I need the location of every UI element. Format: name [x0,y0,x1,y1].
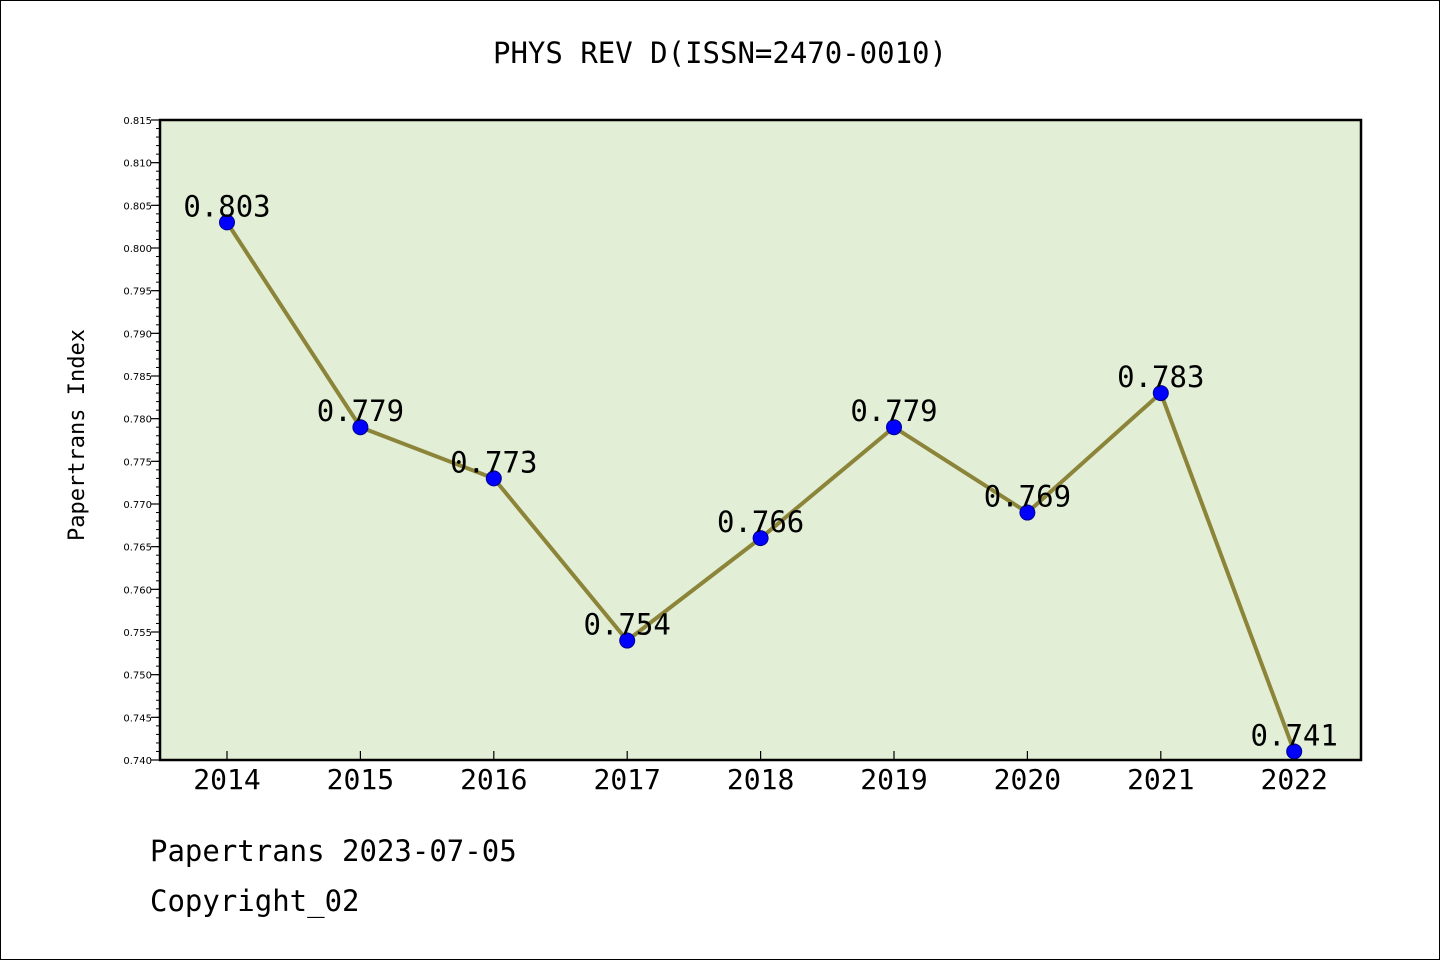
x-tick-label: 2015 [327,763,394,796]
data-label: 0.773 [450,445,537,479]
data-point [752,530,769,547]
chart-title: PHYS REV D(ISSN=2470-0010) [493,36,947,70]
y-tick-label: 0.765 [123,543,152,554]
data-label: 0.779 [317,394,404,428]
x-tick-label: 2017 [593,763,660,796]
y-tick-label: 0.800 [123,244,152,255]
y-tick-label: 0.780 [123,415,152,426]
footer-copyright: Copyright_02 [150,884,360,918]
x-tick-group: 2014 2015 2016 2017 2018 2019 2020 2021 2022 [193,751,1328,796]
y-axis-label: Papertrans Index [65,329,90,541]
data-label-group: 0.803 0.779 0.773 0.754 0.766 0.779 0.769 0.783… [183,189,1338,752]
y-tick-label: 0.790 [123,329,152,340]
footer-date: Papertrans 2023-07-05 [150,834,517,868]
data-point [219,214,235,231]
y-tick-label: 0.795 [123,287,152,298]
data-label: 0.741 [1251,718,1338,752]
data-label: 0.769 [984,480,1071,514]
y-tick-group: 0.740 0.745 0.750 0.755 0.760 0.765 0.770 0.775… [123,116,160,767]
x-tick-label: 2016 [460,763,527,796]
plot-area [160,120,1361,760]
x-tick-label: 2020 [994,763,1061,796]
y-tick-label: 0.745 [123,713,152,724]
x-tick-label: 2019 [860,763,927,796]
y-tick-label: 0.760 [123,585,152,596]
marker-group [219,214,1303,760]
data-point [619,632,636,649]
data-label: 0.766 [717,505,804,539]
data-point [1019,504,1036,521]
data-label: 0.779 [850,394,937,428]
data-label: 0.783 [1117,360,1204,394]
x-tick-label: 2022 [1260,763,1327,796]
data-point [352,419,369,436]
data-label: 0.803 [183,189,270,223]
x-tick-label: 2021 [1127,763,1194,796]
y-tick-label: 0.810 [123,159,152,170]
data-point [1152,385,1169,402]
y-tick-label: 0.805 [123,201,152,212]
data-point [485,470,502,487]
y-tick-label: 0.755 [123,628,152,639]
y-tick-label: 0.785 [123,372,152,383]
y-tick-label: 0.775 [123,457,152,468]
y-tick-label: 0.815 [123,116,152,127]
y-tick-label: 0.750 [123,671,152,682]
plot-border [158,118,1363,762]
x-tick-label: 2014 [193,763,260,796]
data-label: 0.754 [584,608,671,642]
data-point [886,419,902,436]
x-tick-label: 2018 [727,763,794,796]
y-tick-label: 0.740 [123,756,152,767]
y-tick-label: 0.770 [123,500,152,511]
